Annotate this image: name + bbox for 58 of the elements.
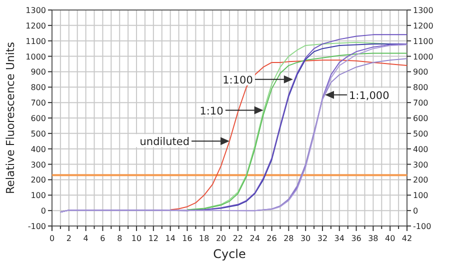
x-tick-label: 32 bbox=[317, 234, 328, 243]
y2-tick-label: 700 bbox=[413, 98, 428, 108]
x-tick-label: 30 bbox=[300, 234, 311, 243]
x-tick-label: 34 bbox=[334, 234, 344, 243]
x-tick-label: 42 bbox=[402, 234, 412, 243]
y-tick-label: 800 bbox=[30, 83, 46, 92]
y2-tick-label: 0 bbox=[413, 206, 418, 216]
y2-tick-label: -100 bbox=[413, 222, 432, 231]
x-tick-label: 26 bbox=[266, 234, 277, 243]
y-axis-title: Relative Fluorescence Units bbox=[4, 42, 17, 194]
x-tick-label: 6 bbox=[100, 234, 106, 243]
y-tick-label: 600 bbox=[30, 114, 46, 123]
x-tick-label: 38 bbox=[368, 234, 378, 243]
y-tick-label: 100 bbox=[30, 191, 46, 200]
annotation: undiluted bbox=[140, 136, 190, 148]
x-tick-label: 4 bbox=[83, 234, 88, 243]
y2-tick-label: 900 bbox=[413, 68, 428, 77]
x-tick-label: 40 bbox=[385, 234, 396, 243]
y2-tick-label: 600 bbox=[413, 114, 428, 123]
y-tick-label: 1200 bbox=[26, 21, 46, 30]
annotation: 1:100 bbox=[222, 74, 253, 86]
y-tick-label: 900 bbox=[30, 68, 46, 77]
x-tick-label: 0 bbox=[49, 234, 55, 243]
y2-tick-label: 300 bbox=[413, 160, 428, 170]
y2-tick-label: 800 bbox=[413, 83, 428, 92]
x-tick-label: 18 bbox=[199, 234, 210, 243]
x-tick-label: 10 bbox=[131, 234, 142, 243]
y-tick-label: 0 bbox=[40, 206, 46, 216]
x-tick-label: 20 bbox=[216, 234, 226, 243]
y-tick-label: 400 bbox=[30, 144, 46, 154]
x-tick-label: 24 bbox=[250, 234, 260, 243]
annotation: 1:1,000 bbox=[349, 90, 390, 102]
annotation: 1:10 bbox=[200, 105, 224, 118]
x-tick-label: 36 bbox=[351, 234, 362, 243]
y2-tick-label: 400 bbox=[413, 144, 428, 154]
y-tick-label: 1100 bbox=[26, 36, 46, 46]
x-tick-label: 14 bbox=[165, 234, 176, 243]
x-tick-label: 2 bbox=[66, 234, 72, 243]
y2-tick-label: 1300 bbox=[413, 6, 434, 15]
y2-tick-label: 500 bbox=[413, 129, 428, 138]
y2-tick-label: 1200 bbox=[413, 21, 434, 30]
x-axis-title: Cycle bbox=[213, 247, 246, 261]
x-tick-label: 22 bbox=[232, 234, 244, 243]
y2-tick-label: 1100 bbox=[413, 36, 434, 46]
y2-tick-label: 100 bbox=[413, 191, 428, 200]
y-tick-label: 1300 bbox=[26, 6, 46, 15]
y-tick-label: -100 bbox=[28, 222, 46, 231]
x-tick-label: 8 bbox=[117, 234, 122, 243]
y2-tick-label: 200 bbox=[413, 176, 428, 185]
y2-tick-label: 1000 bbox=[413, 52, 434, 62]
y-tick-label: 300 bbox=[30, 160, 46, 170]
x-tick-label: 12 bbox=[148, 234, 159, 243]
y-tick-label: 1000 bbox=[26, 52, 46, 62]
y-tick-label: 700 bbox=[30, 98, 46, 108]
x-tick-label: 16 bbox=[182, 234, 192, 243]
y-tick-label: 200 bbox=[30, 176, 46, 185]
y-tick-label: 500 bbox=[30, 129, 46, 138]
x-tick-label: 28 bbox=[284, 234, 294, 243]
